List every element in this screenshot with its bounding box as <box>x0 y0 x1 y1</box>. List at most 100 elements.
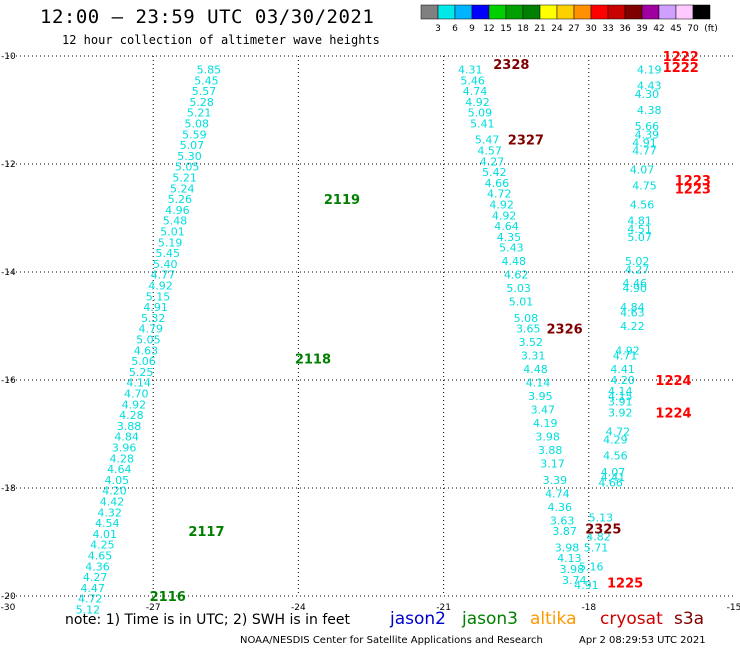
wave-height-value: 4.31 <box>458 64 483 77</box>
wave-height-value: 3.74 <box>562 574 587 587</box>
wave-height-value: 4.72 <box>606 425 631 438</box>
wave-height-value: 5.15 <box>146 290 171 303</box>
wave-height-value: 4.07 <box>601 466 626 479</box>
wave-height-value: 5.40 <box>153 258 178 271</box>
wave-height-value: 4.13 <box>557 552 582 565</box>
wave-height-value: 4.41 <box>601 471 626 484</box>
colorbar-tick-label: 24 <box>551 24 563 34</box>
wave-height-value: 3.92 <box>608 406 633 419</box>
wave-height-value: 5.41 <box>470 118 495 131</box>
wave-height-value: 4.56 <box>630 199 655 212</box>
pass-number-label: 2325 <box>585 523 621 538</box>
wave-height-value: 5.02 <box>625 255 650 268</box>
colorbar-swatch <box>454 4 473 20</box>
x-tick-label: -18 <box>581 603 596 613</box>
wave-height-value: 4.63 <box>620 307 645 320</box>
wave-height-value: 4.92 <box>615 344 640 357</box>
wave-height-value: 4.90 <box>623 282 648 295</box>
wave-height-value: 4.28 <box>109 452 134 465</box>
wave-height-value: 5.01 <box>160 226 185 239</box>
colorbar-tick-label: 15 <box>500 24 511 34</box>
wave-height-value: 4.19 <box>533 417 558 430</box>
wave-height-value: 5.47 <box>475 134 500 147</box>
footer-note: note: 1) Time is in UTC; 2) SWH is in fe… <box>65 612 351 628</box>
colorbar-tick-label: 45 <box>670 24 681 34</box>
wave-height-value: 4.35 <box>497 231 522 244</box>
x-tick-label: -15 <box>727 603 740 613</box>
legend-cryosat: cryosat <box>600 609 663 629</box>
wave-height-value: 5.85 <box>197 64 222 77</box>
colorbar-tick-label: 18 <box>517 24 529 34</box>
wave-height-value: 4.72 <box>78 593 103 606</box>
wave-height-value: 3.63 <box>550 514 575 527</box>
wave-height-value: 5.16 <box>579 560 604 573</box>
wave-height-value: 3.31 <box>521 350 546 363</box>
colorbar-unit: (ft) <box>704 24 718 34</box>
legend-jason2: jason2 <box>390 609 446 629</box>
y-tick-label: -20 <box>1 592 16 602</box>
wave-height-value: 3.88 <box>538 444 563 457</box>
colorbar-swatch <box>420 4 439 20</box>
wave-height-value: 4.20 <box>610 374 635 387</box>
colorbar-swatch <box>505 4 524 20</box>
colorbar-tick-label: 27 <box>568 24 579 34</box>
legend-altika: altika <box>530 609 577 629</box>
colorbar-swatch <box>692 4 711 20</box>
axis-ticks: -30 -27 -24 -21 -18 -15 -10 -12 -14 -16 -18 -20 <box>1 52 740 613</box>
y-tick-label: -14 <box>1 268 16 278</box>
wave-height-value: 3.96 <box>112 442 137 455</box>
wave-height-value: 5.07 <box>180 139 205 152</box>
wave-height-value: 5.21 <box>172 172 197 185</box>
wave-height-value: 4.92 <box>148 280 173 293</box>
wave-height-value: 5.08 <box>514 312 539 325</box>
wave-height-value: 5.08 <box>185 118 210 131</box>
wave-height-value: 4.92 <box>489 199 514 212</box>
wave-height-value: 5.03 <box>506 282 531 295</box>
wave-height-value: 5.01 <box>509 296 534 309</box>
wave-height-value: 5.19 <box>158 236 183 249</box>
colorbar-tick-label: 9 <box>469 24 475 34</box>
wave-height-value: 4.66 <box>598 477 623 490</box>
pass-number-label: 2118 <box>295 352 331 367</box>
pass-number-label: 1223 <box>675 182 711 197</box>
wave-height-value: 4.48 <box>523 363 548 376</box>
wave-height-value: 5.28 <box>189 96 214 109</box>
wave-height-value: 4.36 <box>85 560 110 573</box>
wave-height-value: 5.07 <box>627 231 652 244</box>
pass-number-label: 2117 <box>188 525 224 540</box>
wave-height-value: 4.43 <box>637 80 662 93</box>
wave-height-value: 5.13 <box>589 512 614 525</box>
pass-number-label: 1225 <box>607 577 643 592</box>
wave-height-value: 4.92 <box>122 398 147 411</box>
colorbar-swatch <box>556 4 575 20</box>
page-subtitle: 12 hour collection of altimeter wave hei… <box>62 33 380 47</box>
wave-height-value: 4.72 <box>487 188 512 201</box>
wave-height-value: 4.25 <box>90 539 115 552</box>
colorbar-tick-label: 36 <box>619 24 631 34</box>
pass-number-label: 2119 <box>324 193 360 208</box>
wave-height-value: 4.66 <box>485 177 510 190</box>
wave-height-value: 3.95 <box>528 390 553 403</box>
wave-height-value: 4.46 <box>623 277 648 290</box>
colorbar-swatch <box>658 4 677 20</box>
colorbar-swatch <box>573 4 592 20</box>
wave-height-value: 4.56 <box>603 450 628 463</box>
wave-height-value: 4.74 <box>463 85 488 98</box>
wave-height-value: 4.79 <box>139 323 164 336</box>
colorbar-tick-label: 42 <box>653 24 664 34</box>
colorbar-tick-label: 6 <box>452 24 458 34</box>
wave-height-value: 3.39 <box>543 474 568 487</box>
wave-height-value: 4.84 <box>114 431 139 444</box>
wave-height-value: 4.63 <box>134 344 159 357</box>
y-tick-label: -16 <box>1 376 16 386</box>
wave-height-value: 4.77 <box>151 269 176 282</box>
wave-height-value: 5.26 <box>168 193 193 206</box>
wave-height-value: 4.36 <box>548 501 573 514</box>
colorbar-swatch <box>641 4 660 20</box>
wave-height-value: 4.27 <box>480 155 505 168</box>
wave-height-value: 4.57 <box>477 145 502 158</box>
wave-height-value: 4.64 <box>494 220 519 233</box>
color-scale-legend: 3 6 9 12 15 18 21 24 27 30 33 36 39 42 45 70 (ft) <box>420 4 718 34</box>
wave-height-value: 5.45 <box>155 247 180 260</box>
